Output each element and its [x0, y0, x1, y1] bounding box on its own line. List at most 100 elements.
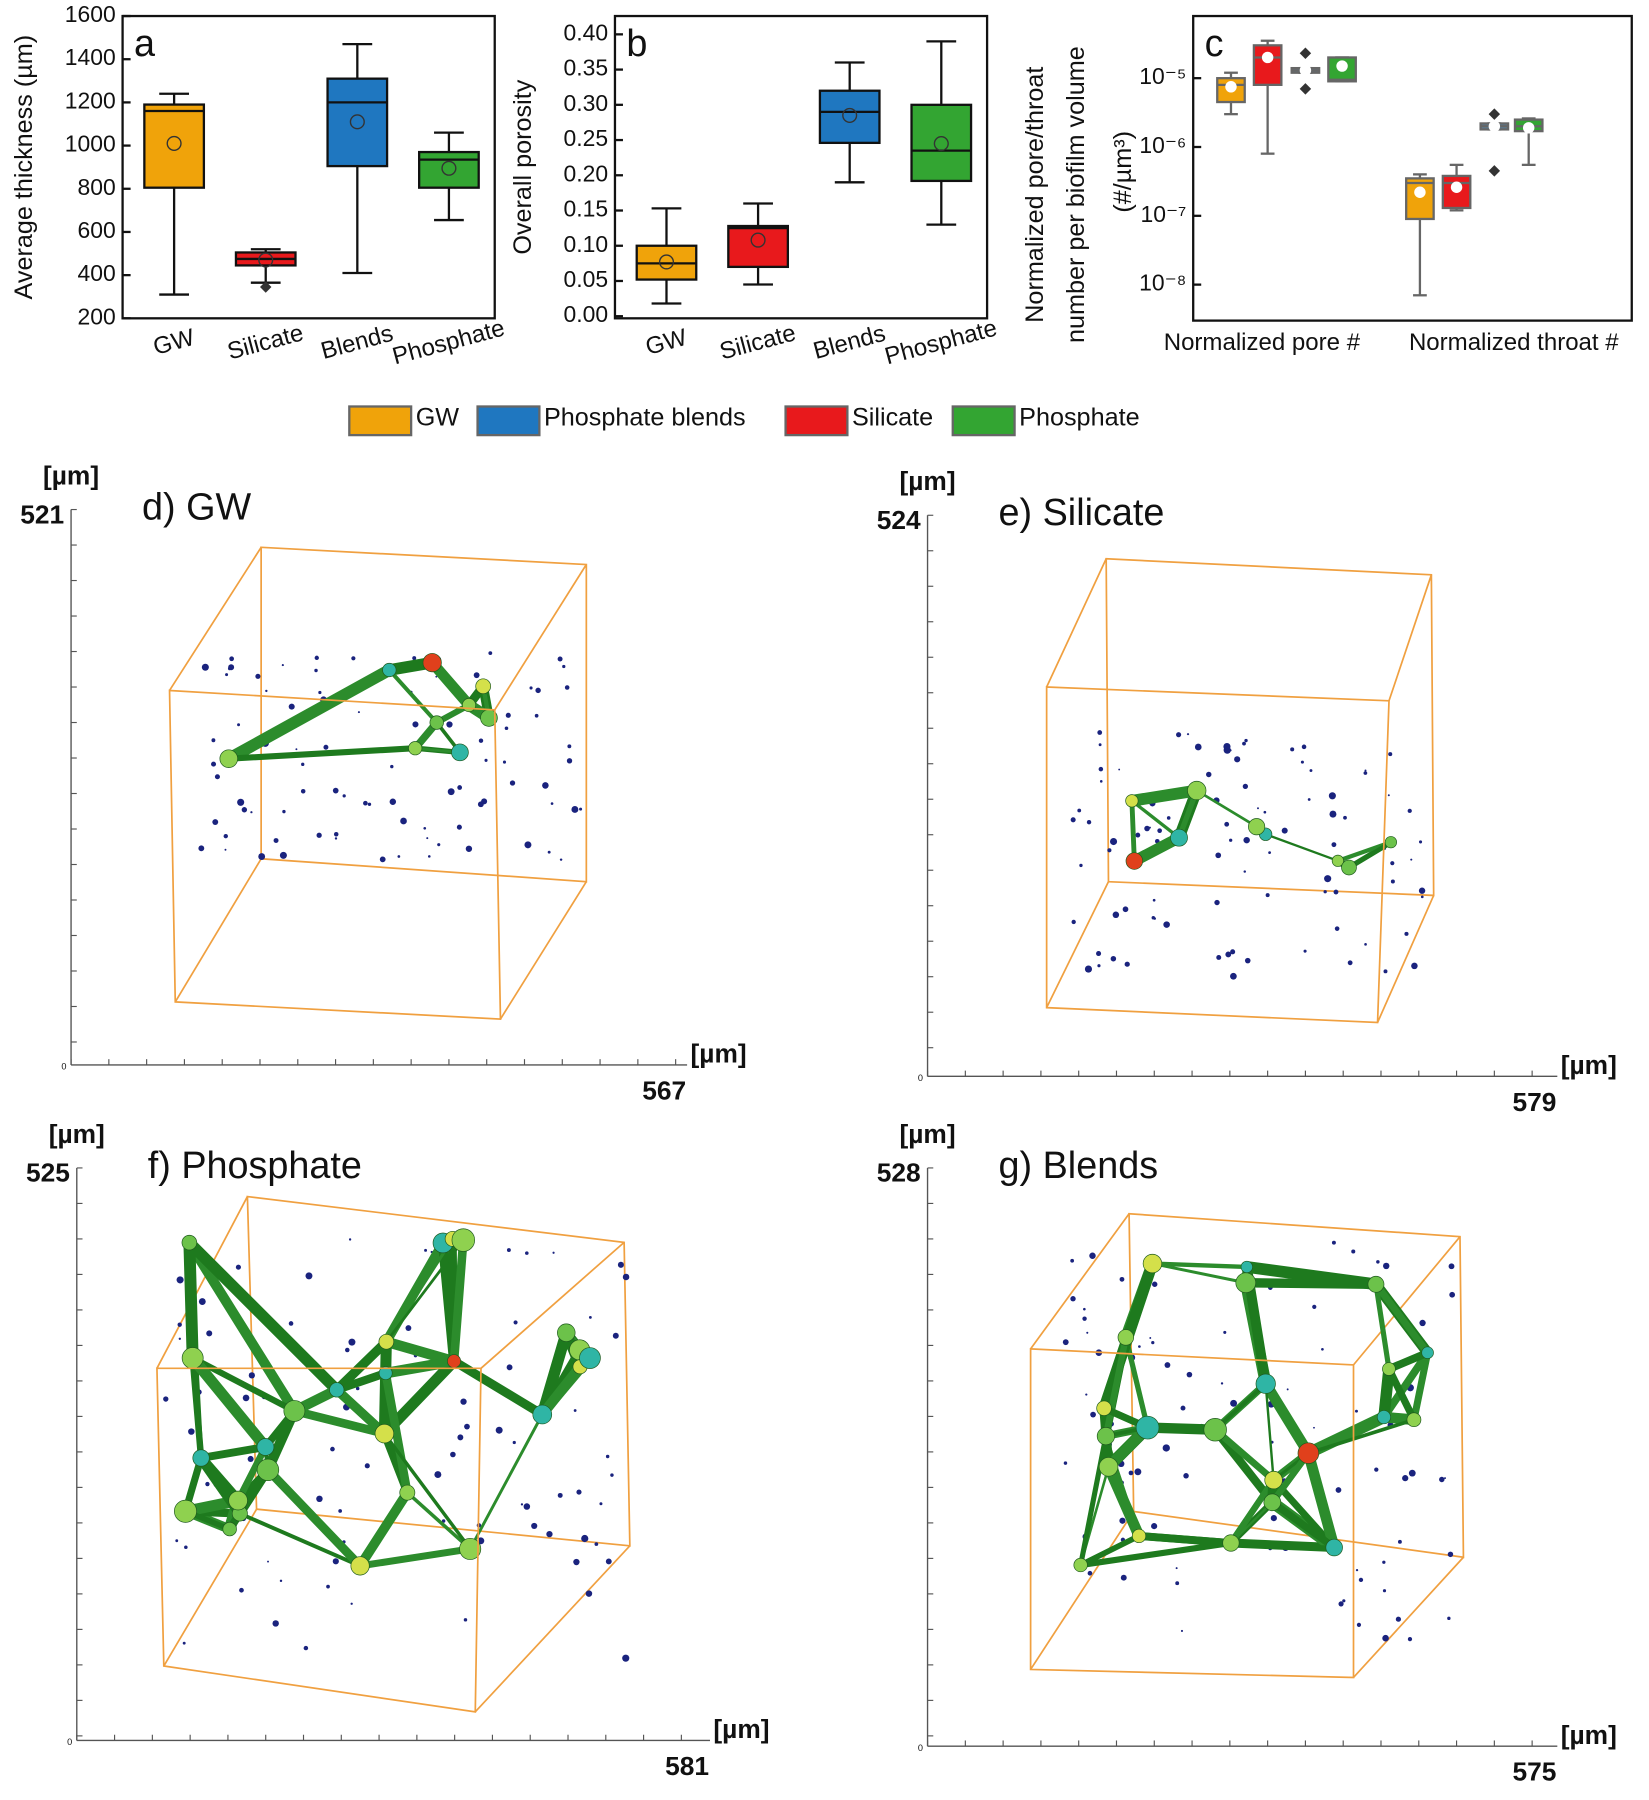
pore-dot — [1382, 1589, 1387, 1593]
pore-dot — [1144, 825, 1150, 832]
pore-node — [1240, 1260, 1253, 1274]
x-tick-label: GW — [643, 324, 690, 361]
x-tick-label: Normalized throat # — [1409, 329, 1619, 356]
pore-dot — [566, 758, 573, 764]
pore-node — [447, 1354, 462, 1369]
pore-dot — [1397, 1539, 1402, 1544]
throat — [1103, 1461, 1145, 1542]
pore-dot — [1214, 899, 1220, 906]
pore-dot — [363, 800, 368, 806]
cube-edge — [494, 564, 588, 711]
y-unit: [µm] — [899, 466, 955, 496]
pore-dot — [1215, 852, 1222, 859]
pore-node — [283, 1400, 306, 1422]
pore-dot — [542, 782, 549, 789]
mean — [658, 254, 675, 270]
pore-dot — [529, 686, 533, 690]
x-max: 567 — [642, 1075, 686, 1105]
pore-dot — [332, 1558, 339, 1565]
pore-dot — [334, 837, 338, 840]
pore-dot — [1439, 1476, 1445, 1483]
y-tick-label: 10⁻⁸ — [1139, 270, 1186, 296]
pore-dot — [1420, 895, 1424, 899]
pore-dot — [1404, 931, 1409, 936]
throat — [222, 664, 396, 765]
box — [727, 202, 790, 286]
throat — [1229, 1541, 1336, 1550]
pore-dot — [1281, 827, 1288, 834]
y-tick-label: 0.10 — [564, 231, 609, 257]
pore-node — [1135, 1415, 1160, 1440]
pore-dot — [1383, 969, 1388, 974]
pore-node — [1222, 1534, 1240, 1552]
pore-dot — [1286, 1388, 1289, 1391]
pore-dot — [1328, 792, 1336, 800]
pore-dot — [1447, 1616, 1451, 1621]
pore-dot — [182, 1641, 186, 1645]
throat — [1227, 1476, 1277, 1547]
pore-dot — [316, 832, 322, 838]
pore-node — [1376, 1410, 1391, 1425]
x-tick-label: Silicate — [717, 319, 799, 365]
pore-node — [1142, 1253, 1163, 1274]
pore-node — [1131, 1528, 1147, 1544]
y-tick-label: 0.20 — [564, 160, 609, 186]
origin-label: 0 — [67, 1737, 72, 1747]
y-axis-label: Normalized pore/throat — [1021, 67, 1049, 323]
legend-swatch — [476, 405, 541, 437]
pore-dot — [1444, 1477, 1446, 1480]
pore-dot — [1138, 1345, 1141, 1348]
pore-dot — [176, 1276, 184, 1284]
x-tick-label: Phosphate — [390, 314, 508, 370]
pore-dot — [1162, 1444, 1170, 1452]
pore-dot — [1086, 1331, 1089, 1334]
throat — [381, 1368, 412, 1497]
pore-dot — [1324, 875, 1332, 883]
pore-dot — [279, 1579, 283, 1583]
mean — [1488, 120, 1501, 133]
pore-node — [329, 1382, 345, 1398]
cube-edge — [168, 689, 502, 1020]
pore-dot — [225, 673, 229, 677]
pore-dot — [198, 1298, 206, 1305]
pore-dot — [1335, 1487, 1342, 1493]
pore-dot — [1148, 826, 1151, 829]
pore-dot — [463, 1618, 468, 1622]
pore-dot — [447, 788, 455, 796]
pore-node — [1098, 1457, 1119, 1477]
pore-dot — [188, 1428, 195, 1435]
pore-dot — [552, 1251, 555, 1254]
pore-dot — [1149, 1337, 1152, 1339]
x-max: 575 — [1512, 1757, 1556, 1787]
pore-dot — [446, 721, 453, 728]
pore-dot — [1418, 840, 1423, 844]
plot-frame — [613, 14, 989, 320]
pore-dot — [1358, 1577, 1364, 1583]
throat — [1382, 1351, 1429, 1419]
box-body — [143, 103, 206, 189]
pore-dot — [267, 1560, 269, 1563]
pore-dot — [546, 1530, 553, 1538]
pore-dot — [1230, 972, 1237, 980]
pore-dot — [1077, 808, 1082, 813]
throat — [1385, 1348, 1432, 1373]
pore-node — [408, 741, 423, 756]
mean — [933, 136, 949, 152]
pore-dot — [214, 774, 220, 780]
pore-dot — [1390, 879, 1395, 884]
pore-dot — [1175, 1581, 1180, 1586]
pore-node — [378, 1333, 395, 1350]
box-body — [910, 103, 973, 183]
pore-dot — [348, 1338, 356, 1346]
pore-dot — [1164, 1362, 1171, 1368]
pore-dot — [355, 1386, 360, 1391]
pore-dot — [1419, 1319, 1426, 1327]
pore-node — [1170, 828, 1188, 847]
pore-dot — [573, 1558, 580, 1566]
legend-swatch — [951, 405, 1016, 437]
network-rendering — [156, 1195, 631, 1713]
y-tick-label: 0.30 — [564, 90, 609, 116]
pore-dot — [1307, 798, 1311, 801]
pore-node — [1125, 852, 1144, 870]
pore-dot — [1356, 1622, 1362, 1627]
